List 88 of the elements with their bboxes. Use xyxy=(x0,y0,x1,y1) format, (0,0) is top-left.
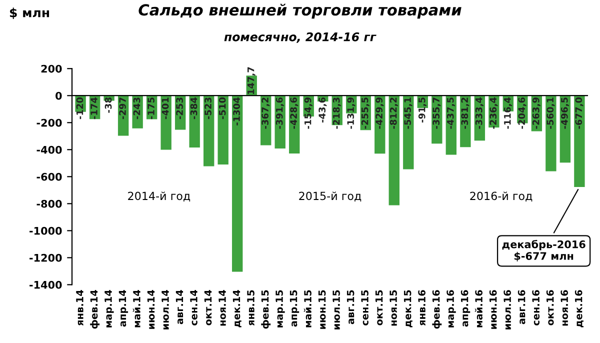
data-label: -677,0 xyxy=(575,97,584,129)
data-label: -116,4 xyxy=(504,97,512,129)
x-tick-label: апр.16 xyxy=(460,290,470,327)
x-tick-label: фев.14 xyxy=(90,290,100,329)
data-label: 147,7 xyxy=(248,67,256,94)
x-tick-label: июн.16 xyxy=(489,290,497,329)
data-label: -384 xyxy=(190,97,198,120)
x-tick-label: сен.15 xyxy=(361,290,368,326)
x-tick-label: апр.15 xyxy=(290,290,300,327)
x-tick-label: янв.14 xyxy=(76,290,84,326)
y-axis-title: $ млн xyxy=(10,8,50,19)
x-tick-label: окт.15 xyxy=(375,290,383,326)
y-tick-label: -1000 xyxy=(30,226,62,235)
x-tick-label: авг.15 xyxy=(346,290,354,324)
y-tick-label: 0 xyxy=(56,92,62,100)
y-tick-label: -200 xyxy=(36,118,62,127)
y-tick-label: -1200 xyxy=(30,254,62,262)
data-label: -253 xyxy=(176,98,183,120)
data-label: -174 xyxy=(90,97,98,120)
y-tick-label: -400 xyxy=(36,146,62,154)
x-tick-label: фев.16 xyxy=(432,290,442,329)
data-label: -355,7 xyxy=(432,98,441,129)
annotation: декабрь-2016 $-677 млн xyxy=(502,240,586,262)
data-label: -496,5 xyxy=(560,98,569,129)
data-label: -120 xyxy=(76,97,84,120)
y-tick-label: -800 xyxy=(36,200,62,208)
x-tick-label: окт.14 xyxy=(204,290,212,326)
x-tick-label: мар.14 xyxy=(104,290,114,328)
x-tick-label: май.16 xyxy=(474,290,482,328)
x-tick-label: апр.14 xyxy=(118,290,128,327)
x-tick-label: июл.14 xyxy=(162,290,169,330)
x-tick-label: авг.16 xyxy=(518,290,526,324)
chart-subtitle: помесячно, 2014-16 гг xyxy=(224,32,376,43)
x-tick-label: мар.16 xyxy=(446,290,456,328)
x-tick-label: ноя.16 xyxy=(560,290,568,326)
data-label: -437,5 xyxy=(446,98,455,129)
x-tick-label: авг.14 xyxy=(176,290,184,324)
x-tick-label: мар.15 xyxy=(276,290,285,328)
data-label: -510 xyxy=(218,97,226,120)
data-label: -1304 xyxy=(233,97,240,126)
data-label: -367,2 xyxy=(262,98,270,129)
data-label: -333,4 xyxy=(475,97,484,129)
data-label: -381,2 xyxy=(461,98,470,129)
x-tick-label: июл.15 xyxy=(332,290,340,330)
data-label: -255,5 xyxy=(361,98,370,129)
x-tick-label: июн.14 xyxy=(147,290,155,329)
y-tick-label: -1400 xyxy=(30,280,62,289)
x-tick-label: янв.15 xyxy=(247,290,254,326)
annotation: 2014-й год xyxy=(128,192,190,202)
x-tick-label: ноя.14 xyxy=(218,290,226,326)
x-tick-label: окт.16 xyxy=(546,290,554,326)
data-label: -429,9 xyxy=(376,98,384,129)
data-label: -154,9 xyxy=(304,98,312,129)
annotation: 2016-й год xyxy=(470,192,532,202)
x-tick-label: июл.16 xyxy=(504,290,511,330)
data-label: -131,9 xyxy=(347,98,356,129)
chart-title: Сальдо внешней торговли товарами xyxy=(138,4,462,19)
x-tick-label: дек.15 xyxy=(404,290,412,328)
data-label: -391,6 xyxy=(276,97,284,129)
data-label: -428,6 xyxy=(290,97,298,129)
x-tick-label: июн.15 xyxy=(318,290,326,329)
data-label: -243 xyxy=(133,98,140,120)
x-tick-label: сен.14 xyxy=(190,290,198,326)
data-label: -812,2 xyxy=(390,98,398,129)
annotation: 2015-й год xyxy=(299,192,362,202)
data-label: -91,5 xyxy=(418,98,426,122)
data-label: -297 xyxy=(119,98,126,120)
data-label: -175 xyxy=(148,98,154,120)
data-label: -204,6 xyxy=(518,97,526,129)
y-tick-label: 200 xyxy=(41,64,62,73)
x-tick-label: фев.15 xyxy=(261,290,271,329)
x-tick-label: ноя.15 xyxy=(390,290,397,326)
data-label: -218,3 xyxy=(332,98,341,129)
data-label: -38 xyxy=(104,98,112,113)
data-label: -545,1 xyxy=(404,98,412,129)
x-tick-label: сен.16 xyxy=(532,290,540,326)
data-label: -43,6 xyxy=(318,97,327,122)
data-label: -523 xyxy=(204,98,212,120)
data-label: -236,4 xyxy=(490,97,498,129)
data-label: -401 xyxy=(162,98,169,120)
x-tick-label: дек.16 xyxy=(574,290,584,328)
x-tick-label: май.14 xyxy=(132,290,140,328)
data-label: -263,9 xyxy=(532,98,540,129)
x-tick-label: янв.16 xyxy=(418,290,426,326)
x-tick-label: дек.14 xyxy=(232,290,242,328)
y-tick-label: -600 xyxy=(36,172,62,181)
data-label: -560,1 xyxy=(546,98,555,129)
x-tick-label: май.15 xyxy=(304,290,312,328)
